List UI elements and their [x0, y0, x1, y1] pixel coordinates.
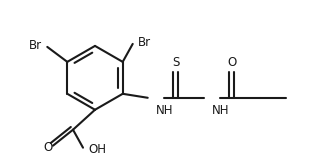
Text: O: O: [43, 141, 52, 154]
Text: NH: NH: [212, 104, 229, 117]
Text: NH: NH: [156, 104, 173, 117]
Text: Br: Br: [138, 36, 151, 49]
Text: S: S: [172, 56, 180, 69]
Text: OH: OH: [88, 143, 106, 156]
Text: O: O: [227, 56, 236, 69]
Text: Br: Br: [29, 39, 42, 52]
